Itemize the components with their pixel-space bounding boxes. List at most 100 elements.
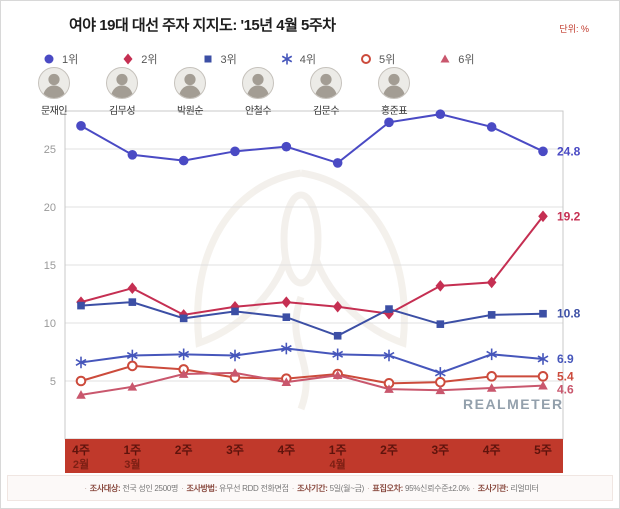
diamond-marker-icon (332, 300, 343, 313)
triangle-marker-icon (440, 54, 450, 63)
circle-open-marker-icon (361, 54, 371, 64)
series-line (80, 371, 544, 396)
circle-open-marker-icon (75, 375, 87, 387)
legend-item-kim-moonsoo: 5위 (358, 51, 395, 67)
triangle-marker-icon (384, 384, 394, 393)
x-axis-band (65, 439, 563, 473)
series-end-label: 19.2 (557, 209, 581, 223)
triangle-marker-icon (332, 370, 343, 379)
triangle-marker-icon (538, 380, 548, 390)
footer-separator: · (181, 483, 184, 493)
square-marker-icon (539, 309, 547, 318)
x-tick-label: 2주 (380, 443, 398, 457)
square-marker-icon (204, 55, 211, 63)
footer-item-label: 조사방법: (186, 483, 219, 493)
square-marker-icon (77, 301, 85, 310)
footer-item-value: 리얼미터 (510, 483, 539, 493)
candidate-문재인: 문재인 (35, 67, 73, 117)
series-park-wonsoon: 10.8 (77, 298, 581, 340)
x-month-label: 3월 (124, 457, 140, 471)
y-tick-label: 5 (50, 376, 56, 388)
circle-open-marker-icon (435, 376, 446, 388)
person-silhouette-icon (314, 73, 338, 98)
person-silhouette-icon (246, 73, 270, 98)
x-tick-label: 2주 (175, 443, 193, 457)
footer-item-label: 조사기관: (477, 483, 511, 493)
series-end-label: 10.8 (557, 307, 581, 321)
candidate-name: 김문수 (312, 106, 340, 117)
series-ahn-cheolsoo: 6.9 (75, 342, 574, 379)
footer-text: · 조사대상: 전국 성인 2500명 · 조사방법: 유무선 RDD 전화면접 · 조사… (81, 483, 538, 494)
circle-marker-icon (44, 54, 54, 64)
footer-item-label: 조사기간: (297, 483, 330, 493)
candidate-name: 박원순 (176, 106, 204, 117)
square-marker-icon (436, 320, 445, 328)
legend-rank-label: 1위 (62, 54, 79, 66)
circle-marker-icon (332, 158, 343, 168)
series-end-label: 24.8 (557, 144, 581, 158)
footer-item-value: 유무선 RDD 전화면접 (218, 483, 289, 493)
diamond-marker-icon (435, 280, 446, 292)
legend-item-ahn-cheolsoo: 4위 (279, 51, 316, 67)
x-tick-label: 4주 (277, 443, 295, 457)
legend-rank-label: 5위 (379, 54, 396, 66)
series-kim-moosung: 19.2 (76, 209, 581, 321)
candidate-name: 김무성 (108, 106, 136, 117)
series-line (80, 113, 544, 165)
candidate-김무성: 김무성 (103, 67, 141, 117)
candidate-name: 안철수 (244, 106, 272, 117)
candidate-name: 문재인 (40, 106, 68, 117)
series-line (80, 301, 544, 337)
footer-item-label: 표집오차: (372, 483, 405, 493)
circle-open-marker-icon (537, 371, 549, 382)
circle-marker-icon (76, 121, 86, 131)
x-tick-label: 3주 (431, 443, 449, 457)
circle-marker-icon (127, 150, 138, 160)
asterisk-marker-icon (281, 53, 292, 65)
person-silhouette-icon (178, 73, 202, 98)
series-line (80, 364, 543, 385)
diamond-marker-icon (486, 276, 497, 289)
triangle-marker-icon (178, 369, 189, 378)
realmeter-watermark: REALMETER (463, 396, 564, 412)
series-end-label: 4.6 (557, 382, 574, 396)
y-tick-label: 10 (44, 318, 56, 330)
candidate-avatar (378, 67, 410, 99)
asterisk-marker-icon (229, 349, 241, 362)
y-tick-label: 15 (44, 260, 56, 272)
circle-marker-icon (384, 117, 394, 128)
triangle-marker-icon (486, 383, 497, 392)
square-marker-icon (128, 298, 137, 306)
footer-separator: · (84, 483, 87, 493)
footer-separator: · (367, 483, 370, 493)
legend-rank-label: 3위 (220, 54, 237, 66)
diamond-marker-icon (281, 296, 292, 308)
x-month-label: 2월 (73, 457, 89, 471)
candidate-avatar (310, 67, 342, 99)
circle-marker-icon (538, 146, 548, 157)
square-marker-icon (385, 305, 393, 313)
footer-item-value: 전국 성인 2500명 (122, 483, 179, 493)
series-kim-moonsoo: 5.4 (75, 360, 574, 389)
legend-item-park-wonsoon: 3위 (200, 51, 237, 67)
legend-item-kim-moosung: 2위 (120, 51, 158, 67)
page-title: 여야 19대 대선 주자 지지도: '15년 4월 5주차 (69, 17, 336, 34)
circle-marker-icon (486, 122, 497, 132)
legend-item-moon-jaein: 1위 (41, 51, 78, 67)
triangle-marker-icon (230, 368, 240, 377)
circle-marker-icon (178, 155, 189, 166)
circle-marker-icon (230, 146, 240, 157)
diamond-marker-icon (127, 282, 138, 294)
footer-item-label: 조사대상: (89, 483, 123, 493)
candidate-안철수: 안철수 (239, 67, 277, 117)
candidate-김문수: 김문수 (307, 67, 345, 117)
person-silhouette-icon (382, 73, 406, 98)
x-tick-label: 4주 (483, 443, 501, 457)
phoenix-watermark (194, 169, 408, 411)
circle-marker-icon (435, 109, 446, 119)
series-line (80, 347, 544, 374)
asterisk-marker-icon (332, 348, 344, 361)
x-tick-label: 3주 (226, 443, 244, 457)
x-tick-label: 1주 (123, 443, 141, 457)
